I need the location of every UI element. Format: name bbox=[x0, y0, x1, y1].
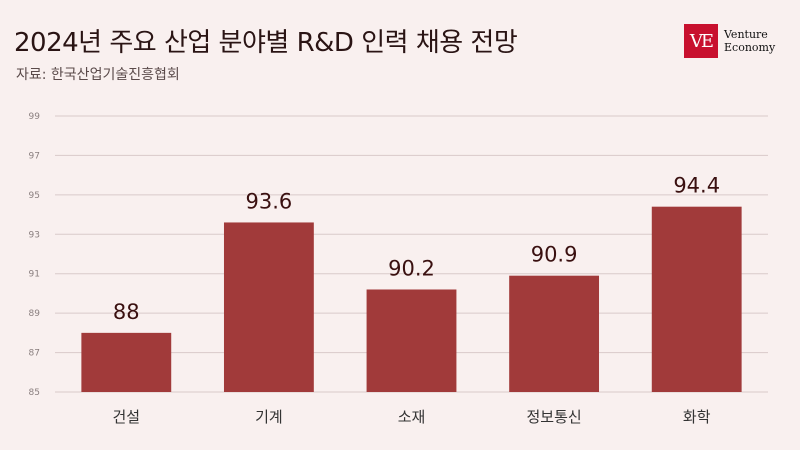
category-label: 화학 bbox=[683, 408, 711, 426]
data-label: 90.2 bbox=[388, 256, 435, 280]
y-tick-label: 97 bbox=[29, 151, 40, 161]
data-label: 90.9 bbox=[531, 243, 578, 267]
y-tick-label: 93 bbox=[29, 230, 40, 240]
category-label: 정보통신 bbox=[526, 408, 581, 426]
logo-mark: VE bbox=[684, 24, 718, 58]
data-label: 88 bbox=[113, 300, 140, 324]
category-labels: 건설 기계 소재 정보통신 화학 bbox=[112, 408, 710, 426]
y-tick-label: 89 bbox=[29, 309, 41, 319]
source-note: 자료: 한국산업기술진흥협회 bbox=[16, 67, 180, 83]
y-tick-labels: 85 87 89 91 93 95 97 99 bbox=[29, 112, 41, 398]
y-tick-label: 99 bbox=[29, 112, 41, 122]
venture-economy-logo: VE Venture Economy bbox=[684, 24, 775, 58]
bar bbox=[509, 275, 600, 392]
y-tick-label: 85 bbox=[29, 388, 40, 398]
bar bbox=[651, 206, 742, 392]
bar bbox=[81, 332, 172, 392]
logo-text: Venture Economy bbox=[724, 28, 775, 54]
bar bbox=[223, 222, 314, 392]
bars bbox=[81, 206, 742, 392]
logo-line-2: Economy bbox=[724, 41, 776, 54]
data-label: 94.4 bbox=[673, 174, 720, 198]
category-label: 기계 bbox=[255, 408, 283, 426]
y-tick-label: 95 bbox=[29, 191, 40, 201]
data-label: 93.6 bbox=[246, 189, 293, 213]
bar bbox=[366, 289, 457, 392]
chart-title: 2024년 주요 산업 분야별 R&D 인력 채용 전망 bbox=[14, 28, 518, 58]
y-tick-label: 87 bbox=[29, 349, 40, 359]
y-tick-label: 91 bbox=[29, 270, 40, 280]
value-labels: 88 93.6 90.2 90.9 94.4 bbox=[113, 174, 720, 324]
logo-line-1: Venture bbox=[724, 28, 768, 41]
category-label: 소재 bbox=[398, 408, 426, 426]
category-label: 건설 bbox=[112, 408, 140, 426]
